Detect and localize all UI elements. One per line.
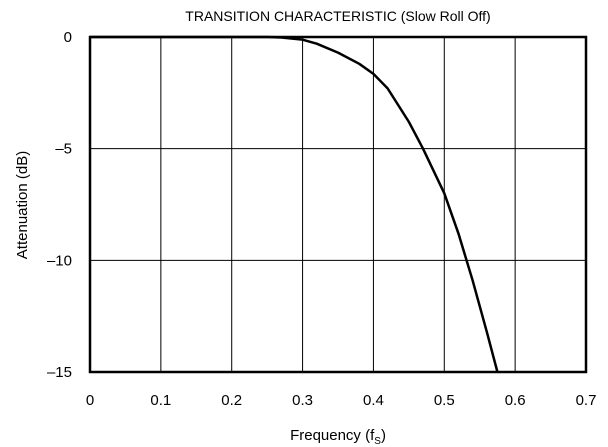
- x-tick-label: 0: [86, 392, 94, 409]
- plot-frame: [88, 35, 588, 374]
- y-tick-label: –15: [47, 364, 72, 381]
- attenuation-curve: [90, 35, 499, 373]
- x-tick-label: 0.7: [576, 392, 597, 409]
- y-tick-label: 0: [64, 29, 72, 46]
- x-tick-labels: 0 0.1 0.2 0.3 0.4 0.5 0.6 0.7: [86, 392, 597, 409]
- grid-lines: [89, 36, 587, 373]
- x-tick-label: 0.6: [505, 392, 526, 409]
- x-axis-title: Frequency (fS): [290, 427, 386, 447]
- y-tick-label: –10: [47, 252, 72, 269]
- chart-title: TRANSITION CHARACTERISTIC (Slow Roll Off…: [185, 8, 490, 24]
- x-tick-label: 0.4: [363, 392, 384, 409]
- x-tick-label: 0.1: [150, 392, 171, 409]
- y-tick-label: –5: [55, 141, 72, 158]
- x-tick-label: 0.5: [434, 392, 455, 409]
- y-axis-title: Attenuation (dB): [14, 151, 31, 259]
- x-tick-label: 0.2: [221, 392, 242, 409]
- x-tick-label: 0.3: [292, 392, 313, 409]
- y-tick-labels: 0 –5 –10 –15: [47, 29, 72, 381]
